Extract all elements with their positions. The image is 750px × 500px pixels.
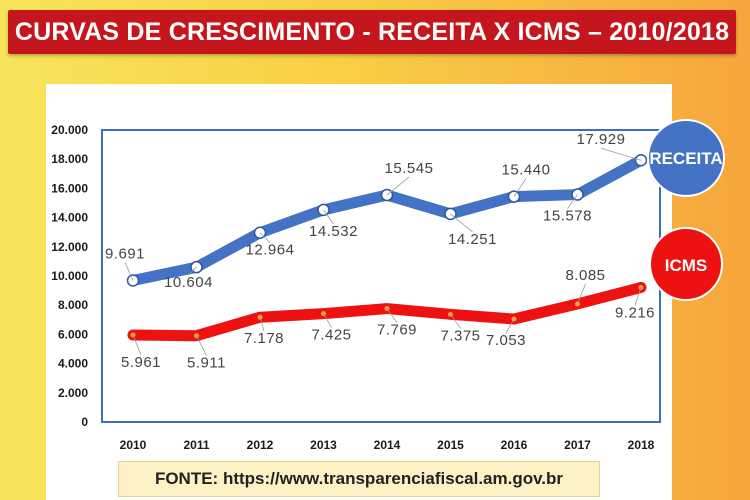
data-label-receita: 12.964 (246, 242, 295, 259)
data-label-leader (513, 178, 527, 197)
receita-badge (647, 119, 725, 197)
data-label-icms: 5.961 (121, 354, 161, 371)
data-label-leader (600, 147, 642, 161)
data-label-receita: 9.691 (105, 246, 145, 263)
data-label-receita: 17.929 (577, 131, 626, 148)
x-tick-label: 2010 (120, 438, 147, 452)
data-label-leader (450, 314, 461, 329)
data-label-leader (577, 283, 586, 305)
x-tick-label: 2013 (310, 438, 337, 452)
data-label-leader (259, 317, 265, 332)
data-label-receita: 14.532 (309, 223, 358, 240)
receita-badge-label: RECEITA (649, 149, 722, 168)
data-label-icms: 7.375 (440, 327, 480, 344)
x-tick-label: 2011 (183, 438, 209, 452)
y-tick-label: 8.000 (58, 298, 88, 312)
data-label-receita: 15.440 (502, 162, 551, 179)
data-label-leader (567, 194, 578, 209)
data-label-leader (505, 318, 515, 334)
y-tick-label: 14.000 (51, 211, 88, 225)
y-tick-label: 16.000 (51, 181, 88, 195)
data-label-leader (323, 209, 334, 225)
data-label-icms: 7.053 (486, 332, 526, 349)
source-box: FONTE: https://www.transparenciafiscal.a… (118, 461, 600, 497)
data-label-icms: 8.085 (565, 267, 605, 284)
y-tick-label: 4.000 (58, 357, 88, 371)
data-label-receita: 15.545 (385, 160, 434, 177)
x-tick-label: 2015 (437, 438, 464, 452)
x-tick-label: 2016 (501, 438, 528, 452)
y-tick-label: 6.000 (58, 327, 88, 341)
x-tick-label: 2014 (374, 438, 401, 452)
y-tick-label: 10.000 (51, 269, 88, 283)
data-label-leader (323, 313, 332, 328)
data-label-icms: 7.178 (244, 330, 284, 347)
data-label-leader (386, 176, 410, 196)
icms-badge-label: ICMS (665, 256, 708, 275)
x-tick-label: 2012 (247, 438, 274, 452)
y-tick-label: 20.000 (51, 123, 88, 137)
x-tick-label: 2017 (564, 438, 591, 452)
y-tick-label: 12.000 (51, 240, 88, 254)
data-label-receita: 15.578 (543, 208, 592, 225)
data-label-receita: 14.251 (448, 231, 497, 248)
x-tick-label: 2018 (628, 438, 655, 452)
icms-badge (649, 227, 723, 301)
data-label-icms: 9.216 (615, 304, 655, 321)
data-label-leader (450, 213, 473, 233)
chart-title: CURVAS DE CRESCIMENTO - RECEITA X ICMS –… (14, 17, 730, 46)
source-text: FONTE: https://www.transparenciafiscal.a… (154, 469, 564, 488)
data-label-receita: 10.604 (164, 274, 213, 291)
data-label-icms: 7.769 (377, 322, 417, 339)
y-tick-label: 0 (81, 415, 88, 429)
data-label-leader (196, 335, 207, 356)
data-label-leader (132, 334, 142, 356)
data-label-leader (386, 308, 398, 323)
chart-area (46, 84, 672, 500)
data-label-icms: 5.911 (187, 355, 226, 372)
y-tick-label: 2.000 (58, 386, 88, 400)
data-label-leader (188, 266, 197, 276)
y-tick-label: 18.000 (51, 152, 88, 166)
data-label-icms: 7.425 (311, 327, 351, 344)
title-banner: CURVAS DE CRESCIMENTO - RECEITA X ICMS –… (8, 10, 736, 54)
data-label-leader (634, 287, 642, 306)
data-label-leader (259, 232, 271, 244)
data-label-leader (124, 262, 134, 281)
